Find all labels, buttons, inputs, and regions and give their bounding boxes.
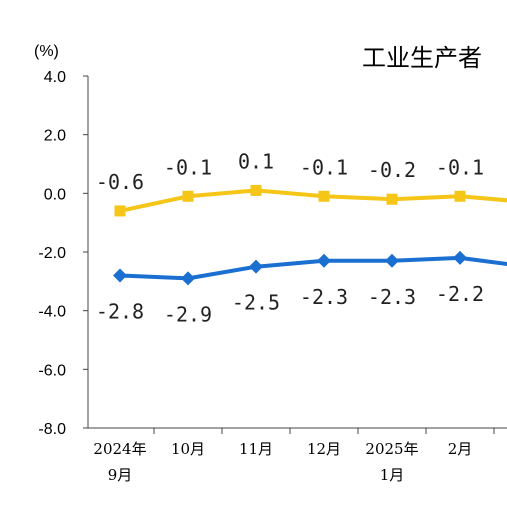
- x-tick-label: 12月: [307, 440, 341, 458]
- data-label: 0.1: [238, 149, 274, 173]
- data-label: -2.8: [96, 299, 144, 323]
- data-point: [385, 253, 399, 268]
- series-layer: -0.6-0.1 0.1 -0.1 -0.2 -0.1-2.8 -2.9 -2.5 -2.3-…: [96, 149, 507, 326]
- data-point: [113, 268, 127, 283]
- data-point: [249, 259, 263, 274]
- x-tick-label: 11月: [239, 440, 273, 458]
- y-tick-label: -2.0: [38, 245, 66, 262]
- data-label: -0.1: [436, 155, 484, 179]
- data-label: -2.3: [300, 285, 348, 309]
- y-tick-label: 0.0: [44, 186, 66, 203]
- data-label: -0.1: [164, 155, 212, 179]
- data-point: [453, 250, 467, 265]
- x-tick-label: 9月: [108, 466, 133, 484]
- unit-label: (%): [34, 43, 59, 60]
- series-line: [119, 255, 507, 281]
- data-point: [318, 190, 330, 202]
- data-point: [250, 184, 262, 196]
- data-point: [114, 205, 126, 217]
- x-tick-label: 2024年: [93, 440, 146, 458]
- series-line: [119, 188, 507, 213]
- y-tick-label: 2.0: [44, 128, 66, 145]
- chart-title: 工业生产者: [362, 44, 482, 72]
- data-label: -2.5: [232, 291, 280, 315]
- data-label: -0.2: [368, 158, 416, 182]
- y-tick-label: -6.0: [38, 362, 66, 379]
- data-point: [182, 190, 194, 202]
- axes: 4.0 2.0 0.0 -2.0 -4.0 -6.0 -8.0 2024年 9月 10月 11月 12…: [38, 69, 507, 484]
- y-tick-label: -8.0: [38, 421, 66, 438]
- data-label: -2.9: [164, 302, 212, 326]
- data-label: -0.6: [96, 170, 144, 194]
- x-tick-label: 2025年: [365, 440, 418, 458]
- data-point: [454, 190, 466, 202]
- data-label: -2.2: [436, 282, 484, 306]
- x-tick-label: 10月: [171, 440, 205, 458]
- y-tick-label: 4.0: [44, 69, 66, 86]
- data-label: -0.1: [300, 155, 348, 179]
- data-point: [386, 193, 398, 205]
- data-point: [317, 253, 331, 268]
- x-tick-label: 1月: [380, 466, 405, 484]
- data-label: -2.3: [368, 285, 416, 309]
- y-tick-label: -4.0: [38, 304, 66, 321]
- data-point: [181, 271, 195, 286]
- x-tick-label: 2月: [448, 440, 473, 458]
